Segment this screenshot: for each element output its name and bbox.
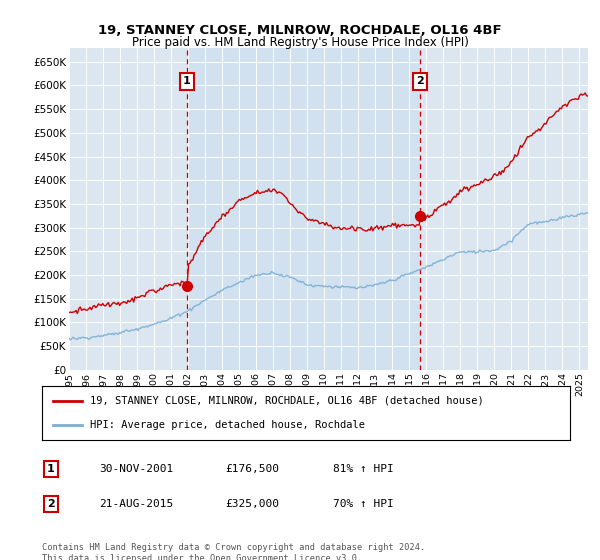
Text: 19, STANNEY CLOSE, MILNROW, ROCHDALE, OL16 4BF: 19, STANNEY CLOSE, MILNROW, ROCHDALE, OL… xyxy=(98,24,502,38)
Text: 1: 1 xyxy=(47,464,55,474)
Text: 70% ↑ HPI: 70% ↑ HPI xyxy=(333,499,394,509)
Text: 19, STANNEY CLOSE, MILNROW, ROCHDALE, OL16 4BF (detached house): 19, STANNEY CLOSE, MILNROW, ROCHDALE, OL… xyxy=(89,396,483,406)
Bar xyxy=(187,48,421,370)
Text: £325,000: £325,000 xyxy=(225,499,279,509)
Text: 21-AUG-2015: 21-AUG-2015 xyxy=(99,499,173,509)
Text: HPI: Average price, detached house, Rochdale: HPI: Average price, detached house, Roch… xyxy=(89,420,365,430)
Text: Contains HM Land Registry data © Crown copyright and database right 2024.
This d: Contains HM Land Registry data © Crown c… xyxy=(42,543,425,560)
Text: 30-NOV-2001: 30-NOV-2001 xyxy=(99,464,173,474)
Text: 2: 2 xyxy=(416,76,424,86)
Text: 1: 1 xyxy=(183,76,191,86)
Text: 81% ↑ HPI: 81% ↑ HPI xyxy=(333,464,394,474)
Text: 2: 2 xyxy=(47,499,55,509)
Text: Price paid vs. HM Land Registry's House Price Index (HPI): Price paid vs. HM Land Registry's House … xyxy=(131,36,469,49)
Text: £176,500: £176,500 xyxy=(225,464,279,474)
